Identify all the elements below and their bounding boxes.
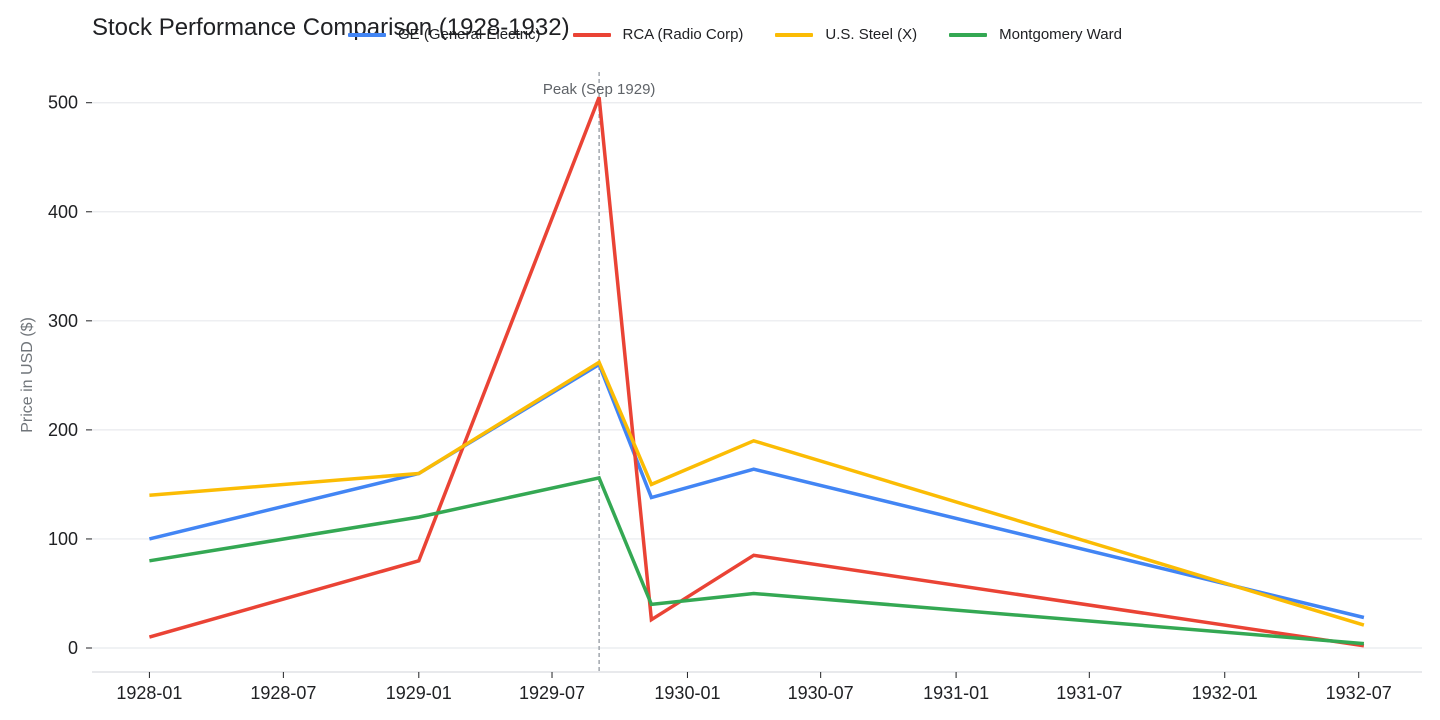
chart-title: Stock Performance Comparison (1928-1932) — [92, 14, 570, 41]
x-tick-label: 1929-07 — [519, 683, 585, 703]
axis-layer: 0 100 200 300 400 500 1928-01 1928-07 1929-01 192… — [48, 93, 1422, 703]
legend-item-ge[interactable]: GE (General Electric) — [348, 26, 541, 43]
x-tick-label: 1931-07 — [1056, 683, 1122, 703]
annotation-layer: Peak (Sep 1929) — [543, 72, 656, 672]
y-tick-label: 0 — [68, 638, 78, 658]
legend-label-rca: RCA (Radio Corp) — [622, 26, 744, 43]
x-tick-label: 1932-01 — [1192, 683, 1258, 703]
x-tick-label: 1930-07 — [788, 683, 854, 703]
y-tick-label: 400 — [48, 202, 78, 222]
legend-label-ge: GE (General Electric) — [398, 26, 541, 43]
legend-item-rca[interactable]: RCA (Radio Corp) — [572, 26, 744, 43]
x-tick-label: 1930-01 — [654, 683, 720, 703]
legend-item-us-steel[interactable]: U.S. Steel (X) — [775, 26, 917, 43]
x-tick-label: 1932-07 — [1326, 683, 1392, 703]
series-line-montgomery-ward[interactable] — [149, 475, 1365, 646]
y-tick-label: 200 — [48, 420, 78, 440]
legend-swatch-us-steel — [775, 32, 814, 37]
y-tick-label: 500 — [48, 93, 78, 113]
legend-swatch-rca — [572, 32, 611, 37]
legend-swatch-ge — [348, 32, 386, 37]
y-tick-label: 100 — [48, 529, 78, 549]
legend-swatch-montgomery-ward — [949, 32, 988, 37]
x-tick-label: 1929-01 — [386, 683, 452, 703]
series-line-rca[interactable] — [148, 96, 1365, 648]
y-axis-label: Price in USD ($) — [19, 317, 36, 433]
series-layer — [148, 96, 1365, 648]
legend-label-us-steel: U.S. Steel (X) — [825, 26, 918, 43]
x-tick-label: 1928-07 — [250, 683, 316, 703]
y-tick-label: 300 — [48, 311, 78, 331]
x-tick-label: 1928-01 — [116, 683, 182, 703]
series-line-ge[interactable] — [148, 361, 1365, 620]
legend-label-montgomery-ward: Montgomery Ward — [999, 26, 1122, 43]
grid-layer — [92, 102, 1422, 649]
legend: GE (General Electric) RCA (Radio Corp) U… — [348, 26, 1122, 43]
series-line-us-steel[interactable] — [149, 359, 1365, 627]
x-tick-label: 1931-01 — [923, 683, 989, 703]
legend-item-montgomery-ward[interactable]: Montgomery Ward — [949, 26, 1122, 43]
peak-annotation-label: Peak (Sep 1929) — [543, 81, 656, 98]
